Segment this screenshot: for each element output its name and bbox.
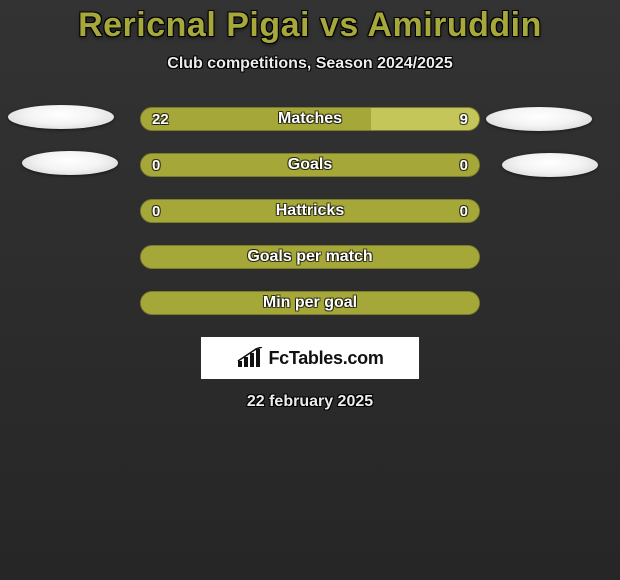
source-badge-text: FcTables.com — [268, 348, 383, 369]
source-badge: FcTables.com — [201, 337, 419, 379]
stat-row: Hattricks00 — [0, 199, 620, 223]
stat-row: Goals00 — [0, 153, 620, 177]
stat-value-left: 22 — [152, 107, 169, 131]
stat-bar-track — [140, 153, 480, 177]
infographic-root: Rericnal Pigai vs Amiruddin Club competi… — [0, 0, 620, 580]
stat-bar-left — [141, 200, 310, 222]
stat-bar-right — [310, 246, 479, 268]
stat-row: Matches229 — [0, 107, 620, 131]
stat-bar-right — [310, 200, 479, 222]
subtitle: Club competitions, Season 2024/2025 — [0, 55, 620, 73]
stat-value-right: 9 — [460, 107, 468, 131]
stat-bar-track — [140, 107, 480, 131]
stat-bar-track — [140, 291, 480, 315]
player-right-oval — [486, 107, 592, 131]
stat-bar-left — [141, 246, 310, 268]
player-left-oval — [22, 151, 118, 175]
stat-value-right: 0 — [460, 199, 468, 223]
stat-bar-left — [141, 292, 310, 314]
stat-bar-right — [310, 292, 479, 314]
stat-bar-left — [141, 108, 371, 130]
stat-bar-left — [141, 154, 310, 176]
stat-value-left: 0 — [152, 199, 160, 223]
stat-bar-right — [310, 154, 479, 176]
stat-row: Min per goal — [0, 291, 620, 315]
stat-bar-track — [140, 245, 480, 269]
player-left-oval — [8, 105, 114, 129]
stat-row: Goals per match — [0, 245, 620, 269]
bar-chart-icon — [236, 347, 264, 369]
player-right-oval — [502, 153, 598, 177]
stats-list: Matches229Goals00Hattricks00Goals per ma… — [0, 107, 620, 315]
stat-value-left: 0 — [152, 153, 160, 177]
stat-bar-track — [140, 199, 480, 223]
page-title: Rericnal Pigai vs Amiruddin — [0, 6, 620, 45]
stat-value-right: 0 — [460, 153, 468, 177]
footer-date: 22 february 2025 — [0, 393, 620, 411]
